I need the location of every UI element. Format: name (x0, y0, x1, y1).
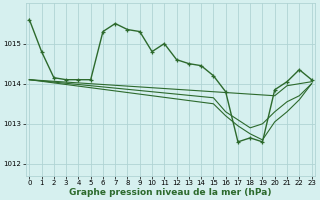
X-axis label: Graphe pression niveau de la mer (hPa): Graphe pression niveau de la mer (hPa) (69, 188, 272, 197)
